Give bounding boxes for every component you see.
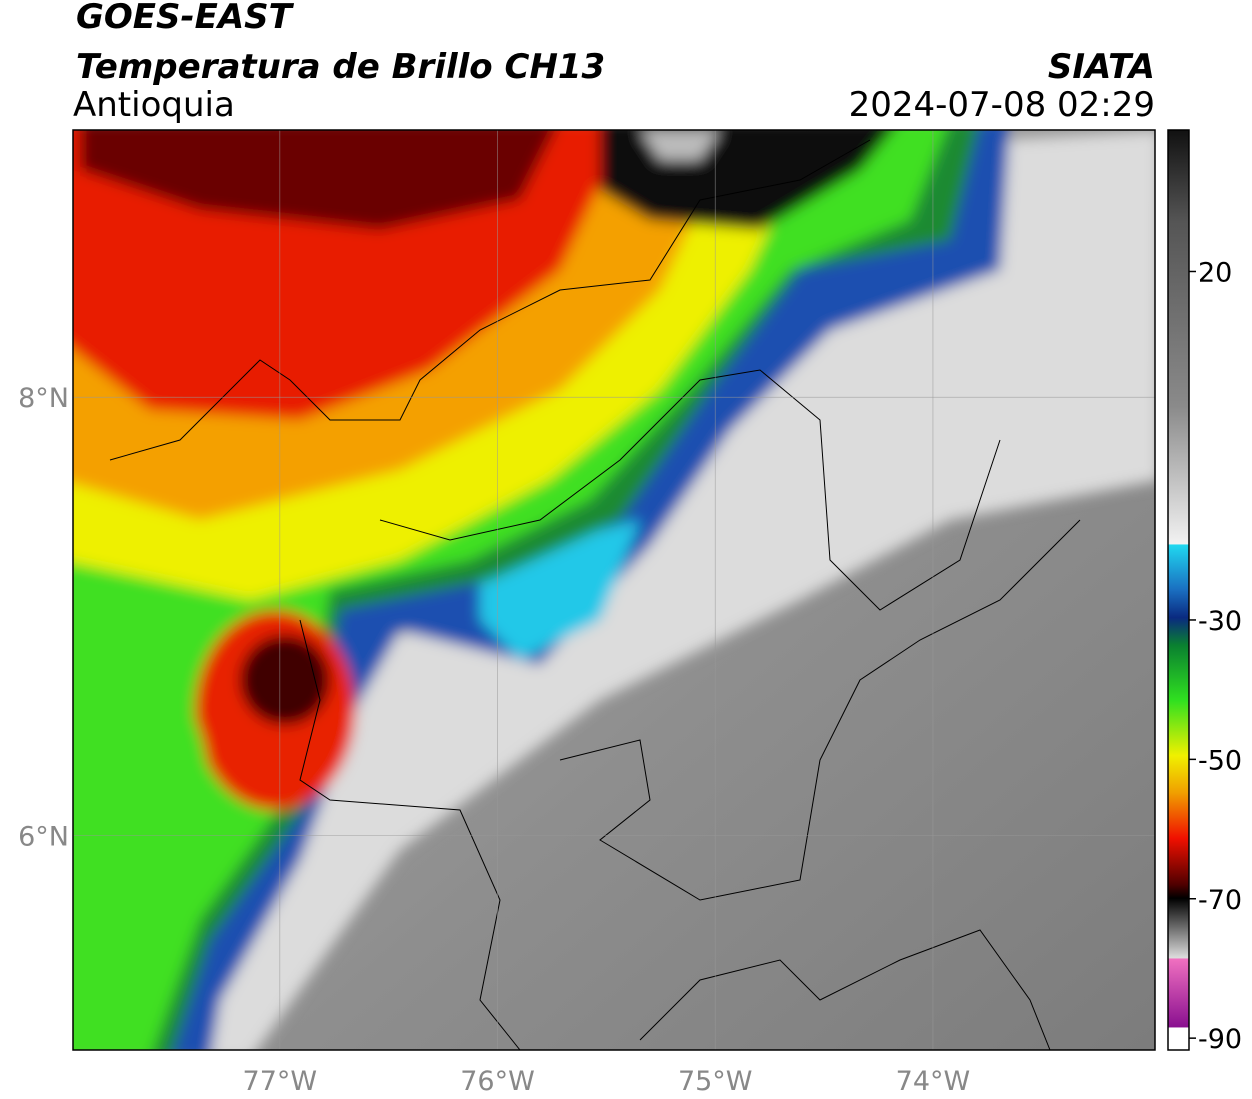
- x-tick-label: 74°W: [896, 1066, 971, 1097]
- y-tick-label: 6°N: [18, 821, 69, 852]
- region: Antioquia: [73, 85, 235, 125]
- colorbar: [1167, 129, 1190, 1051]
- map-frame: [72, 129, 1156, 1051]
- datetime: 2024-07-08 02:29: [849, 85, 1155, 125]
- colorbar-tick-label: -70: [1198, 885, 1242, 916]
- y-tick-label: 8°N: [18, 383, 69, 414]
- colorbar-tick-label: 20: [1198, 257, 1232, 288]
- x-tick-label: 77°W: [243, 1066, 318, 1097]
- colorbar-tick-label: -30: [1198, 606, 1242, 637]
- x-tick-label: 75°W: [678, 1066, 753, 1097]
- x-tick-label: 76°W: [460, 1066, 535, 1097]
- title-line: Temperatura de Brillo CH13: [76, 47, 605, 87]
- satellite-image: [73, 130, 1155, 1050]
- source: SIATA: [1048, 47, 1155, 87]
- colorbar-tick-label: -90: [1198, 1024, 1242, 1055]
- title-line: GOES-EAST: [76, 0, 295, 37]
- colorbar-tick-label: -50: [1198, 745, 1242, 776]
